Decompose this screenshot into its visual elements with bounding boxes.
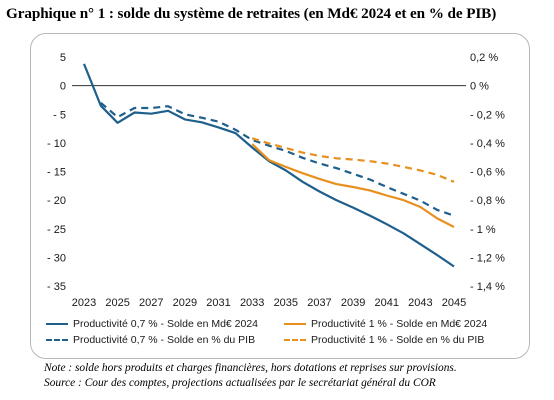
x-tick-label: 2027: [139, 297, 163, 309]
y-left-tick-label: - 5: [53, 109, 66, 121]
legend-item-orange-solid: Productivité 1 % - Solde en Md€ 2024: [284, 318, 487, 330]
y-left-tick-label: - 30: [47, 252, 66, 264]
x-tick-label: 2025: [105, 297, 129, 309]
y-right-tick-label: - 1,2 %: [470, 252, 505, 264]
x-tick-label: 2033: [240, 297, 264, 309]
legend-swatch-blue-solid: [46, 323, 68, 325]
series-line-1: [100, 101, 455, 217]
x-tick-label: 2043: [408, 297, 432, 309]
x-tick-label: 2029: [173, 297, 197, 309]
y-right-tick-label: - 0,4 %: [470, 138, 505, 150]
y-right-tick-label: - 0,8 %: [470, 195, 505, 207]
x-tick-label: 2041: [374, 297, 398, 309]
y-right-tick-label: - 0,6 %: [470, 167, 505, 179]
y-right-tick-label: - 1 %: [470, 224, 496, 236]
source-text: Source : Cour des comptes, projections a…: [44, 377, 436, 389]
x-tick-label: 2031: [206, 297, 230, 309]
legend-label: Productivité 1 % - Solde en % du PIB: [311, 334, 485, 346]
legend-label: Productivité 0,7 % - Solde en Md€ 2024: [73, 318, 259, 330]
legend-swatch-orange-dashed: [284, 339, 306, 341]
legend-label: Productivité 1 % - Solde en Md€ 2024: [311, 318, 488, 330]
chart-title: Graphique n° 1 : solde du système de ret…: [6, 5, 497, 22]
y-left-tick-label: 5: [60, 52, 66, 64]
x-tick-label: 2035: [274, 297, 298, 309]
y-left-tick-label: - 35: [47, 281, 66, 293]
y-right-tick-label: - 0,2 %: [470, 109, 505, 121]
y-left-tick-label: - 10: [47, 138, 66, 150]
legend-swatch-blue-dashed: [46, 339, 68, 341]
legend-swatch-orange-solid: [284, 323, 306, 325]
y-right-tick-label: 0 %: [470, 81, 489, 93]
series-line-2: [251, 143, 455, 228]
y-right-tick-label: 0,2 %: [470, 52, 498, 64]
x-tick-label: 2023: [72, 297, 96, 309]
x-tick-label: 2045: [442, 297, 466, 309]
y-right-tick-label: - 1,4 %: [470, 281, 505, 293]
legend-label: Productivité 0,7 % - Solde en % du PIB: [73, 334, 256, 346]
y-left-tick-label: - 20: [47, 195, 66, 207]
chart-panel: [30, 33, 530, 359]
x-tick-label: 2039: [341, 297, 365, 309]
y-left-tick-label: - 25: [47, 224, 66, 236]
note-text: Note : solde hors produits et charges fi…: [44, 362, 457, 374]
legend-item-orange-dashed: Productivité 1 % - Solde en % du PIB: [284, 334, 484, 346]
series-line-3: [251, 137, 455, 183]
legend-item-blue-dashed: Productivité 0,7 % - Solde en % du PIB: [46, 334, 255, 346]
legend-item-blue-solid: Productivité 0,7 % - Solde en Md€ 2024: [46, 318, 258, 330]
y-left-tick-label: 0: [60, 81, 66, 93]
x-tick-label: 2037: [307, 297, 331, 309]
y-left-tick-label: - 15: [47, 167, 66, 179]
